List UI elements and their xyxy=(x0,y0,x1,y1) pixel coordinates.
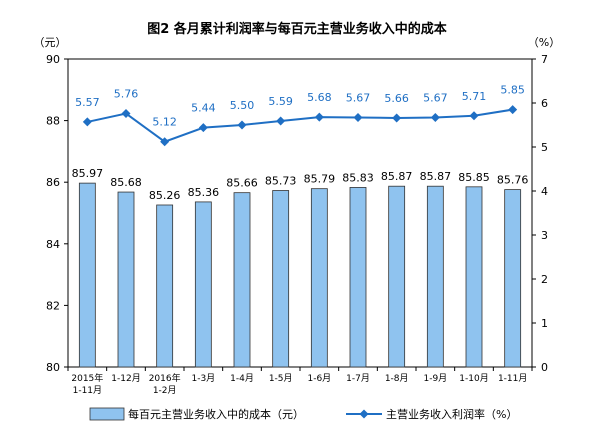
line-point xyxy=(314,112,324,122)
x-axis-tick-label: 1-8月 xyxy=(385,373,409,384)
right-axis-unit: （%） xyxy=(528,36,560,49)
line-data-label: 5.59 xyxy=(268,95,293,108)
right-axis-tick-label: 5 xyxy=(541,141,548,154)
bar-data-label: 85.83 xyxy=(342,171,374,184)
legend-bar-swatch xyxy=(89,407,125,421)
line-series xyxy=(87,108,513,143)
line-point xyxy=(508,105,518,115)
bar-data-label: 85.66 xyxy=(226,177,258,190)
right-axis-tick-label: 4 xyxy=(541,185,548,198)
line-data-label: 5.57 xyxy=(75,96,100,109)
x-axis-tick-label: 1-12月 xyxy=(111,373,140,384)
bar xyxy=(465,186,483,368)
x-axis-tick-label: 1-10月 xyxy=(459,373,488,384)
right-axis-tick-label: 6 xyxy=(541,97,548,110)
chart-title: 图2 各月累计利润率与每百元主营业务收入中的成本 xyxy=(147,21,447,37)
line-point xyxy=(353,113,363,123)
left-axis-tick-label: 90 xyxy=(46,53,60,66)
line-data-label: 5.66 xyxy=(384,92,409,105)
bar xyxy=(156,204,174,368)
x-axis-tick-label: 1-4月 xyxy=(230,373,254,384)
line-point xyxy=(469,111,479,121)
x-axis-tick-label: 1-5月 xyxy=(269,373,293,384)
right-axis-tick-label: 7 xyxy=(541,53,548,66)
line-data-label: 5.85 xyxy=(500,84,525,97)
left-axis-tick-label: 86 xyxy=(46,176,60,189)
bar xyxy=(78,182,96,368)
line-data-label: 5.67 xyxy=(346,92,371,105)
bar xyxy=(388,185,406,368)
line-data-label: 5.71 xyxy=(462,90,487,103)
bar-data-label: 85.68 xyxy=(110,176,142,189)
line-point xyxy=(121,109,131,119)
line-point xyxy=(237,120,247,130)
left-axis-tick-label: 80 xyxy=(46,361,60,374)
bar-data-label: 85.87 xyxy=(381,170,413,183)
x-axis-tick-label: 1-6月 xyxy=(307,373,331,384)
line-data-label: 5.44 xyxy=(191,102,216,115)
bar-data-label: 85.87 xyxy=(420,170,452,183)
bar xyxy=(272,190,290,368)
bar xyxy=(117,191,135,368)
bar xyxy=(504,189,522,368)
right-axis-tick-label: 0 xyxy=(541,361,548,374)
left-axis-tick-label: 84 xyxy=(46,238,60,251)
bar xyxy=(426,185,444,368)
bar-data-label: 85.85 xyxy=(458,171,490,184)
legend-line-label: 主营业务收入利润率（%） xyxy=(386,407,517,421)
legend-line-marker xyxy=(359,409,369,419)
line-data-label: 5.76 xyxy=(114,88,139,101)
bar-data-label: 85.97 xyxy=(72,167,104,180)
left-axis-unit: （元） xyxy=(34,36,67,49)
bar-data-label: 85.26 xyxy=(149,189,181,202)
x-axis-tick-label: 2016年 1-2月 xyxy=(149,372,181,396)
bar xyxy=(310,188,328,368)
bar xyxy=(233,192,251,368)
right-axis-tick-label: 3 xyxy=(541,229,548,242)
bar-data-label: 85.36 xyxy=(188,186,220,199)
line-point xyxy=(198,123,208,133)
line-point xyxy=(430,113,440,123)
legend-bar-label: 每百元主营业务收入中的成本（元） xyxy=(128,407,304,421)
bar-data-label: 85.79 xyxy=(304,173,336,186)
left-axis-tick-label: 82 xyxy=(46,299,60,312)
line-point xyxy=(276,116,286,126)
left-axis-tick-label: 88 xyxy=(46,115,60,128)
line-point xyxy=(392,113,402,123)
line-data-label: 5.50 xyxy=(230,99,255,112)
line-point xyxy=(82,117,92,127)
line-data-label: 5.67 xyxy=(423,92,448,105)
x-axis-tick-label: 1-3月 xyxy=(191,373,215,384)
bar-data-label: 85.76 xyxy=(497,174,529,187)
x-axis-tick-label: 1-7月 xyxy=(346,373,370,384)
right-axis-tick-label: 2 xyxy=(541,273,548,286)
bar-data-label: 85.73 xyxy=(265,175,297,188)
x-axis-tick-label: 1-9月 xyxy=(423,373,447,384)
line-data-label: 5.68 xyxy=(307,91,332,104)
x-axis-tick-label: 2015年 1-11月 xyxy=(71,372,103,396)
right-axis-tick-label: 1 xyxy=(541,317,548,330)
x-axis-tick-label: 1-11月 xyxy=(498,373,527,384)
legend: 每百元主营业务收入中的成本（元） 主营业务收入利润率（%） xyxy=(89,407,517,421)
line-data-label: 5.12 xyxy=(152,116,177,129)
line-point xyxy=(160,137,170,147)
bar xyxy=(194,201,212,368)
bar xyxy=(349,187,367,368)
plot-frame xyxy=(67,58,533,368)
plot-area: 80 82 84 86 88 90 0 1 2 3 4 5 6 7 2015年 1-11月 1-12月 2016年… xyxy=(46,53,548,396)
